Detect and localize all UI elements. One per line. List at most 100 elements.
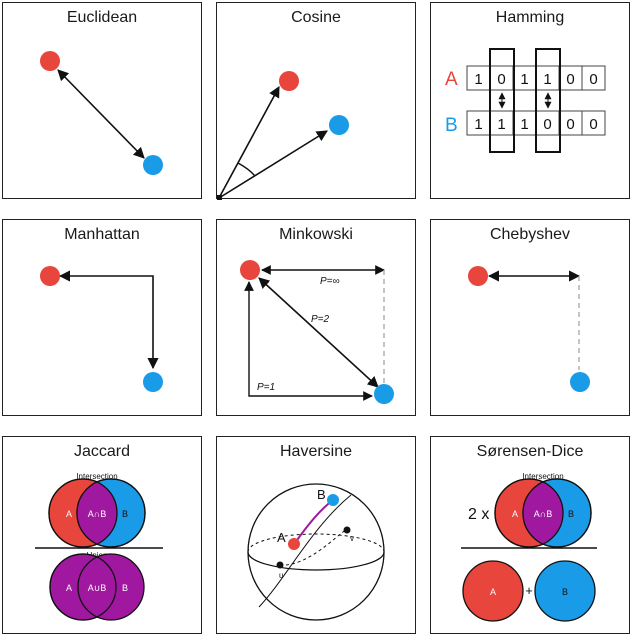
label-a: A [445,69,458,90]
cosine-diagram [217,71,349,200]
angle-arc [237,162,256,177]
equator-front [247,551,385,571]
difference-highlight-col4 [535,48,561,153]
union-label: Union [87,551,108,560]
set-b-label: B [568,509,574,519]
manhattan-panel: Manhattan [2,219,202,416]
intersection-text: A∩B [534,509,552,519]
minkowski-diagram: P=∞ P=2 P=1 [240,260,394,404]
equator-back [247,533,385,553]
vector-b-arrow [218,130,328,199]
row-a-bit: 1 [474,71,482,88]
point-a-red [279,71,299,91]
row-b-bit: 0 [589,116,597,133]
set-a-label: A [66,509,72,519]
point-a-red [468,266,488,286]
euclidean-panel: Euclidean [2,2,202,199]
row-a-bit: 0 [497,71,505,88]
plus-sign: + [525,583,533,598]
label-a: A [277,530,286,545]
intersection-label: Intersection [522,472,563,481]
row-a-bit: 0 [566,71,574,88]
chebyshev-diagram [468,266,590,392]
row-b-bit: 0 [566,116,574,133]
union-text: A∪B [88,583,107,593]
point-b-blue [570,372,590,392]
factor-label: 2 x [468,506,489,523]
row-a-cell [581,65,606,91]
row-b-bit: 0 [543,116,551,133]
meridian-line [279,528,348,566]
intersection-text: A∩B [88,509,106,519]
euclidean-title: Euclidean [66,9,138,26]
sphere-outline [247,483,385,621]
manhattan-diagram [40,266,163,392]
jaccard-title: Jaccard [73,443,131,460]
intersection-region [523,479,563,547]
row-a-bit: 1 [520,71,528,88]
euclidean-diagram [40,51,163,175]
point-b-blue [327,494,339,506]
intersection-region [77,479,117,547]
haversine-panel: Haversine A B u v [216,436,416,634]
union-b-label: B [122,583,128,593]
great-circle-path [258,494,352,608]
row-b-bit: 1 [520,116,528,133]
label-v: v [350,534,354,543]
point-b-blue [374,384,394,404]
row-b-bit: 1 [497,116,505,133]
cosine-title: Cosine [291,9,341,26]
denominator-b-label: B [562,587,568,597]
point-b-blue [143,155,163,175]
denominator-a-circle [462,560,524,622]
intersection-label: Intersection [76,472,117,481]
manhattan-title: Manhattan [64,226,140,243]
point-a-red [40,51,60,71]
set-a-label: A [512,509,518,519]
sorensen-dice-diagram: Intersection 2 x A A∩B B + A B [461,472,597,622]
label-u: u [279,571,283,580]
chebyshev-panel: Chebyshev [430,219,630,416]
row-a-bit: 0 [589,71,597,88]
jaccard-diagram: Intersection A A∩B B Union A A∪B B [35,472,163,621]
union-b-circle [77,553,145,621]
minkowski-panel: Minkowski P=∞ P=2 P=1 [216,219,416,416]
origin-marker [217,195,222,200]
p2-label: P=2 [311,314,330,325]
sorensen-dice-panel: Sørensen-Dice Intersection 2 x A A∩B B +… [430,436,630,634]
row-a-bit: 1 [543,71,551,88]
haversine-diagram: A B u v [247,483,385,621]
hamming-title: Hamming [495,9,565,26]
point-b-blue [143,372,163,392]
point-v [343,526,351,534]
p2-arrow [258,277,379,388]
haversine-title: Haversine [279,443,353,460]
jaccard-panel: Jaccard Intersection A A∩B B Union A A∪B… [2,436,202,634]
set-b-label: B [122,509,128,519]
point-b-blue [329,115,349,135]
point-a-red [240,260,260,280]
union-a-label: A [66,583,72,593]
p1-label: P=1 [257,382,275,393]
p1-arrow [244,281,373,401]
row-b-cell [581,110,606,136]
sorensen-dice-title: Sørensen-Dice [476,443,584,460]
label-b: B [445,115,458,136]
point-a-red [288,538,300,550]
point-a-red [40,266,60,286]
point-u [276,561,284,569]
vector-a-arrow [218,86,280,199]
p-inf-label: P=∞ [320,276,340,287]
denominator-b-circle [534,560,596,622]
difference-highlight-col2 [489,48,515,153]
minkowski-title: Minkowski [279,226,353,243]
euclidean-distance-arrow [57,69,145,159]
row-b-bit: 1 [474,116,482,133]
arc-ab [294,499,334,544]
denominator-a-label: A [490,587,496,597]
manhattan-path-arrow [58,270,159,370]
